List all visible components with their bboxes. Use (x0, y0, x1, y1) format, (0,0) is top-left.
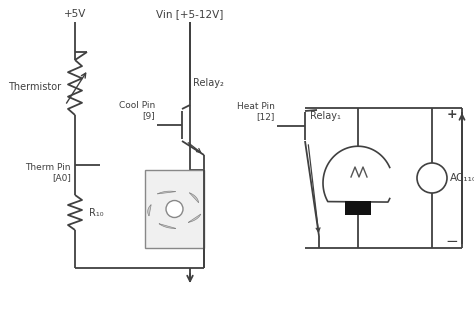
Text: Cool Pin
[9]: Cool Pin [9] (119, 101, 155, 120)
Text: Therm Pin
[A0]: Therm Pin [A0] (26, 163, 71, 182)
Text: Relay₂: Relay₂ (193, 78, 224, 88)
Text: +: + (447, 108, 457, 120)
Circle shape (417, 163, 447, 193)
Circle shape (166, 200, 183, 217)
Text: R₁₀: R₁₀ (89, 208, 104, 217)
Bar (345, 201, 371, 215)
Text: Thermistor: Thermistor (8, 83, 61, 92)
Polygon shape (148, 205, 151, 216)
Bar (145, 170, 204, 248)
Text: Vin [+5-12V]: Vin [+5-12V] (156, 9, 224, 19)
Polygon shape (159, 224, 176, 228)
Polygon shape (188, 214, 201, 222)
Text: AC₁₁₀: AC₁₁₀ (450, 173, 474, 183)
Text: −: − (446, 235, 458, 250)
Polygon shape (157, 191, 175, 194)
Polygon shape (189, 193, 199, 203)
Text: Relay₁: Relay₁ (310, 111, 341, 121)
Text: Heat Pin
[12]: Heat Pin [12] (237, 102, 275, 121)
Text: +5V: +5V (64, 9, 86, 19)
